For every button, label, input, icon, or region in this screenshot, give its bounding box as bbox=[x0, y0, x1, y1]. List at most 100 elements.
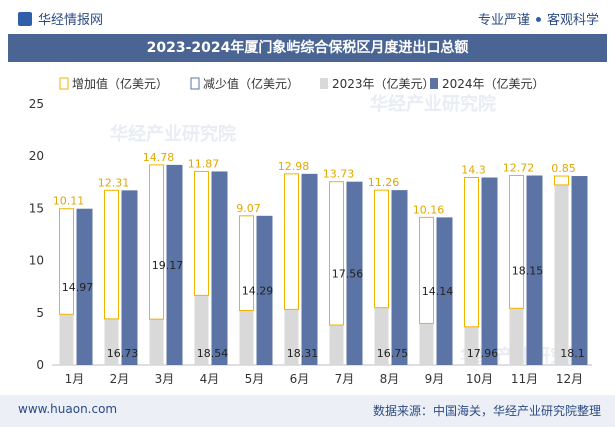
slogan-right: 客观科学 bbox=[546, 13, 599, 28]
footer-source: 数据来源：中国海关，华经产业研究院整理 bbox=[372, 404, 601, 418]
value-2024-data-label: 19.17 bbox=[152, 259, 184, 272]
bar-2024 bbox=[481, 177, 498, 365]
bar-2023 bbox=[374, 307, 389, 365]
bar-2023 bbox=[329, 325, 344, 365]
bar-increase bbox=[239, 215, 254, 312]
bar-2024 bbox=[76, 208, 93, 365]
bar-2023 bbox=[239, 310, 254, 365]
value-2024-data-label: 18.15 bbox=[512, 264, 544, 277]
brand-logo: 华经情报网 bbox=[18, 9, 103, 28]
increase-data-label: 11.26 bbox=[368, 176, 400, 189]
x-tick-label: 10月 bbox=[466, 372, 493, 386]
value-2024-data-label: 14.14 bbox=[422, 285, 454, 298]
y-tick-label: 10 bbox=[29, 254, 44, 268]
x-tick-label: 3月 bbox=[155, 372, 175, 386]
bar-increase bbox=[464, 176, 479, 328]
increase-data-label: 12.31 bbox=[98, 176, 130, 189]
legend-label-2: 2023年（亿美元） bbox=[332, 76, 435, 91]
chart-title: 2023-2024年厦门象屿综合保税区月度进出口总额 bbox=[8, 34, 607, 62]
bar-2024 bbox=[256, 215, 273, 365]
value-2024-data-label: 16.73 bbox=[107, 347, 139, 360]
y-tick-label: 20 bbox=[29, 149, 44, 163]
legend-label-1: 减少值（亿美元） bbox=[203, 76, 299, 91]
bar-increase bbox=[284, 173, 299, 310]
value-2024-data-label: 17.56 bbox=[332, 267, 364, 280]
bar-2023 bbox=[419, 323, 434, 365]
increase-data-label: 12.72 bbox=[503, 162, 535, 175]
increase-data-label: 10.11 bbox=[53, 195, 85, 208]
increase-data-label: 13.73 bbox=[323, 168, 355, 181]
bar-increase bbox=[419, 216, 434, 324]
bar-2024 bbox=[391, 190, 408, 365]
slogan-left: 专业严谨 bbox=[477, 13, 530, 28]
bar-2024 bbox=[526, 175, 543, 365]
legend-label-0: 增加值（亿美元） bbox=[72, 76, 168, 91]
brand-logo-icon bbox=[18, 11, 32, 26]
y-tick-label: 15 bbox=[29, 201, 44, 215]
bar-increase bbox=[554, 175, 569, 186]
bar-2024 bbox=[346, 181, 363, 365]
x-tick-label: 7月 bbox=[335, 372, 355, 386]
value-2024-data-label: 18.54 bbox=[197, 347, 229, 360]
bar-chart: 华经产业研究院华经产业研究院华经产业研究院增加值（亿美元）减少值（亿美元）202… bbox=[29, 76, 592, 386]
legend-swatch-1 bbox=[190, 77, 200, 90]
value-2024-data-label: 14.97 bbox=[62, 281, 94, 294]
bar-increase bbox=[194, 170, 209, 296]
bar-increase bbox=[329, 181, 344, 326]
slogan: 专业严谨 客观科学 bbox=[478, 9, 599, 28]
bar-2024 bbox=[121, 190, 138, 365]
footer: www.huaon.com 数据来源：中国海关，华经产业研究院整理 bbox=[0, 395, 615, 427]
legend-swatch-2 bbox=[320, 78, 328, 89]
x-tick-label: 12月 bbox=[556, 372, 583, 386]
bar-2024 bbox=[436, 217, 453, 365]
bar-2023 bbox=[149, 319, 164, 365]
footer-url: www.huaon.com bbox=[18, 402, 118, 416]
x-tick-label: 11月 bbox=[511, 372, 538, 386]
bar-2023 bbox=[194, 295, 209, 365]
increase-data-label: 12.98 bbox=[278, 160, 310, 173]
bar-2023 bbox=[59, 314, 74, 365]
bar-2023 bbox=[554, 184, 569, 365]
value-2024-data-label: 18.1 bbox=[560, 347, 585, 360]
value-2024-data-label: 17.96 bbox=[467, 347, 499, 360]
bar-2023 bbox=[509, 308, 524, 365]
watermark-text-1: 华经产业研究院 bbox=[370, 93, 496, 115]
bar-2024 bbox=[571, 176, 588, 365]
x-tick-label: 8月 bbox=[380, 372, 400, 386]
top-bar: 华经情报网 专业严谨 客观科学 bbox=[0, 0, 615, 34]
x-tick-label: 1月 bbox=[65, 372, 85, 386]
increase-data-label: 9.07 bbox=[236, 202, 261, 215]
bar-2023 bbox=[284, 309, 299, 365]
y-tick-label: 25 bbox=[29, 97, 44, 111]
increase-data-label: 11.87 bbox=[188, 157, 220, 170]
y-tick-label: 5 bbox=[36, 306, 44, 320]
legend-label-3: 2024年（亿美元） bbox=[442, 76, 545, 91]
increase-data-label: 10.16 bbox=[413, 203, 445, 216]
legend-swatch-0 bbox=[59, 77, 69, 90]
increase-data-label: 0.85 bbox=[551, 162, 576, 175]
increase-data-label: 14.78 bbox=[143, 151, 175, 164]
bar-increase bbox=[149, 164, 164, 320]
bar-2024 bbox=[211, 171, 228, 365]
bar-increase bbox=[509, 175, 524, 309]
bar-increase bbox=[59, 208, 74, 315]
x-tick-label: 5月 bbox=[245, 372, 265, 386]
legend-swatch-3 bbox=[430, 78, 438, 89]
bar-2024 bbox=[301, 173, 318, 365]
watermark-text-0: 华经产业研究院 bbox=[110, 123, 236, 145]
value-2024-data-label: 14.29 bbox=[242, 284, 274, 297]
dot-icon bbox=[535, 17, 541, 22]
x-tick-label: 9月 bbox=[425, 372, 445, 386]
x-tick-label: 6月 bbox=[290, 372, 310, 386]
bar-increase bbox=[104, 189, 119, 320]
value-2024-data-label: 16.75 bbox=[377, 347, 409, 360]
x-tick-label: 4月 bbox=[200, 372, 220, 386]
brand-name: 华经情报网 bbox=[38, 13, 104, 28]
y-tick-label: 0 bbox=[36, 358, 44, 372]
x-tick-label: 2月 bbox=[110, 372, 130, 386]
increase-data-label: 14.3 bbox=[461, 163, 486, 176]
bar-2024 bbox=[166, 164, 183, 365]
bar-2023 bbox=[104, 318, 119, 365]
value-2024-data-label: 18.31 bbox=[287, 347, 319, 360]
